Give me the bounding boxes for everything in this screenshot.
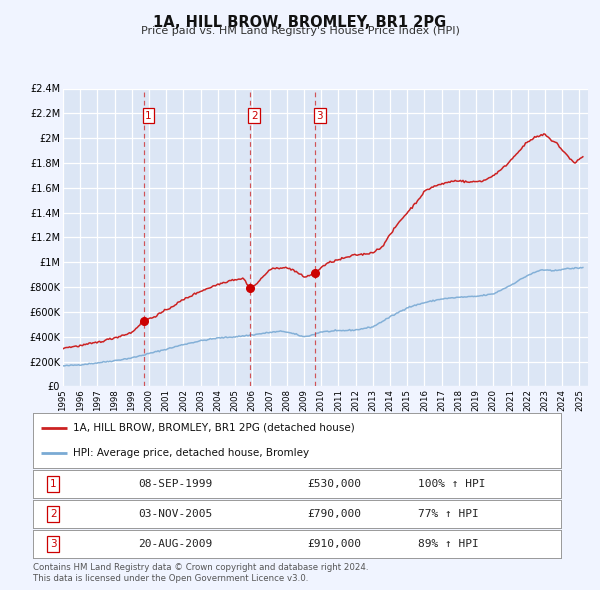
Text: 3: 3 bbox=[50, 539, 56, 549]
Text: 1: 1 bbox=[145, 111, 152, 121]
Text: 2: 2 bbox=[50, 509, 56, 519]
Text: 77% ↑ HPI: 77% ↑ HPI bbox=[418, 509, 479, 519]
Text: £910,000: £910,000 bbox=[308, 539, 362, 549]
Text: 08-SEP-1999: 08-SEP-1999 bbox=[139, 479, 213, 489]
Text: 1A, HILL BROW, BROMLEY, BR1 2PG (detached house): 1A, HILL BROW, BROMLEY, BR1 2PG (detache… bbox=[73, 423, 355, 433]
Text: £530,000: £530,000 bbox=[308, 479, 362, 489]
Text: 03-NOV-2005: 03-NOV-2005 bbox=[139, 509, 213, 519]
Text: £790,000: £790,000 bbox=[308, 509, 362, 519]
Text: 89% ↑ HPI: 89% ↑ HPI bbox=[418, 539, 479, 549]
Text: 1A, HILL BROW, BROMLEY, BR1 2PG: 1A, HILL BROW, BROMLEY, BR1 2PG bbox=[154, 15, 446, 30]
Text: This data is licensed under the Open Government Licence v3.0.: This data is licensed under the Open Gov… bbox=[33, 574, 308, 583]
Text: 100% ↑ HPI: 100% ↑ HPI bbox=[418, 479, 486, 489]
Text: Contains HM Land Registry data © Crown copyright and database right 2024.: Contains HM Land Registry data © Crown c… bbox=[33, 563, 368, 572]
Text: 2: 2 bbox=[251, 111, 257, 121]
Text: 1: 1 bbox=[50, 479, 56, 489]
Text: 3: 3 bbox=[316, 111, 323, 121]
Text: Price paid vs. HM Land Registry's House Price Index (HPI): Price paid vs. HM Land Registry's House … bbox=[140, 26, 460, 36]
Text: 20-AUG-2009: 20-AUG-2009 bbox=[139, 539, 213, 549]
Text: HPI: Average price, detached house, Bromley: HPI: Average price, detached house, Brom… bbox=[73, 448, 309, 458]
